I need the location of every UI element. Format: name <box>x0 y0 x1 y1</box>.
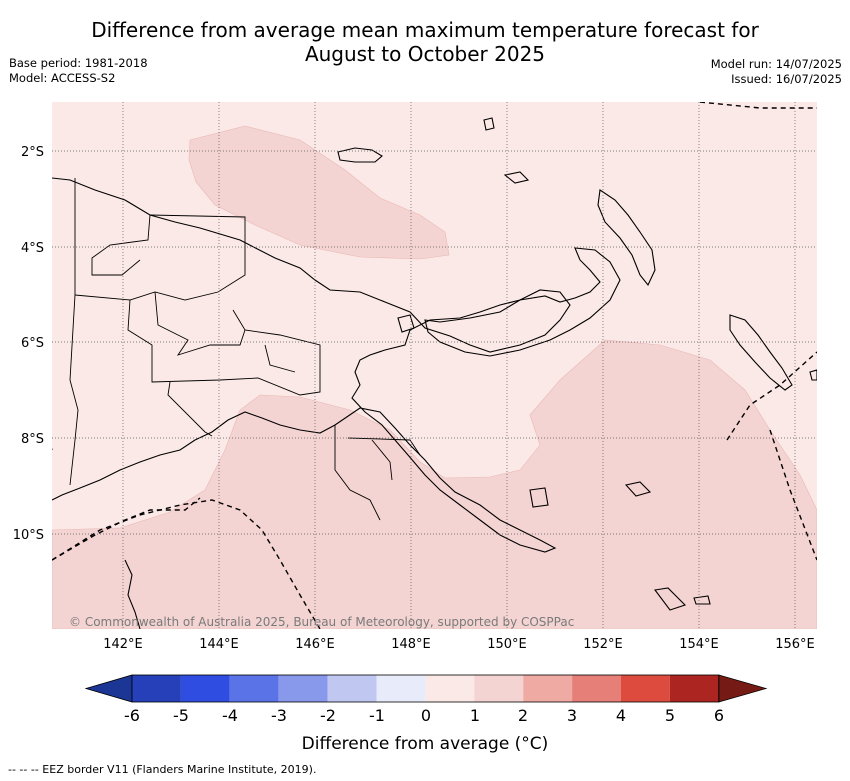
colorbar <box>84 674 768 703</box>
colorbar-frame <box>131 674 720 703</box>
chart-title: Difference from average mean maximum tem… <box>0 18 850 66</box>
colorbar-arrow-high <box>718 674 768 703</box>
shade-region-north <box>188 125 450 260</box>
colorbar-segment <box>572 675 621 702</box>
lat-label-4s: 4°S <box>21 241 44 256</box>
border-7 <box>347 437 421 456</box>
colorbar-segment <box>474 675 524 702</box>
colorbar-segment <box>523 675 573 702</box>
border-6 <box>371 439 393 481</box>
bougainville-coast <box>729 314 793 391</box>
eez-border-east-2 <box>769 429 817 561</box>
lat-label-6s: 6°S <box>21 336 44 351</box>
colorbar-label-4: 4 <box>616 706 626 725</box>
island-small-2 <box>397 314 415 333</box>
colorbar-label-6: 6 <box>714 706 724 725</box>
colorbar-arrow-low <box>84 674 133 703</box>
colorbar-label-m4: -4 <box>222 706 238 725</box>
island-small-1 <box>483 117 495 131</box>
lat-label-10s: 10°S <box>13 528 44 543</box>
colorbar-title: Difference from average (°C) <box>302 734 549 754</box>
model-name: Model: ACCESS-S2 <box>9 71 116 85</box>
colorbar-segment <box>132 675 181 702</box>
title-line-1: Difference from average mean maximum tem… <box>91 18 759 42</box>
colorbar-segment <box>425 675 475 702</box>
colorbar-label-m6: -6 <box>124 706 140 725</box>
border-1 <box>74 214 246 301</box>
colorbar-labels: -6 -5 -4 -3 -2 -1 0 1 2 3 4 5 6 <box>124 706 724 725</box>
eez-borders <box>52 102 817 629</box>
base-period: Base period: 1981-2018 <box>9 56 148 70</box>
eez-border-southwest <box>52 497 201 561</box>
colorbar-label-m5: -5 <box>173 706 189 725</box>
province-borders <box>69 178 421 521</box>
lat-label-8s: 8°S <box>21 432 44 447</box>
border-3 <box>154 291 246 356</box>
lon-label-146e: 146°E <box>295 637 335 652</box>
copyright-text: © Commonwealth of Australia 2025, Bureau… <box>69 615 574 629</box>
issued-date: Issued: 16/07/2025 <box>731 72 842 86</box>
border-8 <box>264 344 296 373</box>
colorbar-segment <box>376 675 426 702</box>
colorbar-segment <box>621 675 670 702</box>
colorbar-label-m2: -2 <box>320 706 336 725</box>
island-small-6 <box>693 595 711 605</box>
new-ireland-coast <box>597 189 656 287</box>
lat-label-2s: 2°S <box>21 145 44 160</box>
meta-left: Base period: 1981-2018 Model: ACCESS-S2 <box>9 56 148 86</box>
lon-label-154e: 154°E <box>679 637 719 652</box>
island-small-7 <box>809 369 817 381</box>
colorbar-segment <box>180 675 230 702</box>
footnote: -- -- -- EEZ border V11 (Flanders Marine… <box>8 763 317 776</box>
colorbar-label-1: 1 <box>470 706 480 725</box>
border-png-indonesia <box>69 178 79 486</box>
colorbar-segment <box>278 675 328 702</box>
island-small-4 <box>624 481 652 497</box>
border-2 <box>127 299 321 396</box>
island-small-5 <box>654 587 687 611</box>
map-content: © Commonwealth of Australia 2025, Bureau… <box>52 102 817 629</box>
manus-island <box>337 147 383 163</box>
colorbar-segment <box>327 675 377 702</box>
lon-label-150e: 150°E <box>487 637 527 652</box>
lon-label-148e: 148°E <box>391 637 431 652</box>
lon-label-142e: 142°E <box>103 637 143 652</box>
new-guinea-coast <box>52 177 571 553</box>
eez-border-left-top <box>52 447 53 450</box>
island-small-3 <box>503 171 530 184</box>
colorbar-segment <box>229 675 279 702</box>
colorbar-label-3: 3 <box>567 706 577 725</box>
colorbar-segment <box>669 675 719 702</box>
colorbar-label-m3: -3 <box>271 706 287 725</box>
colorbar-label-2: 2 <box>518 706 528 725</box>
meta-right: Model run: 14/07/2025 Issued: 16/07/2025 <box>711 57 842 87</box>
border-4 <box>167 381 213 437</box>
island-small-8 <box>529 487 549 508</box>
lon-label-152e: 152°E <box>583 637 623 652</box>
colorbar-label-m1: -1 <box>369 706 385 725</box>
title-line-2: August to October 2025 <box>304 42 546 66</box>
new-britain-coast <box>424 247 621 357</box>
australia-coast <box>124 559 141 629</box>
graticule <box>52 102 817 629</box>
eez-border-north <box>699 102 817 109</box>
lon-label-156e: 156°E <box>775 637 815 652</box>
lon-label-144e: 144°E <box>199 637 239 652</box>
model-run: Model run: 14/07/2025 <box>710 57 842 71</box>
coastlines <box>52 117 817 629</box>
colorbar-label-0: 0 <box>421 706 431 725</box>
colorbar-label-5: 5 <box>665 706 675 725</box>
eez-border-east <box>726 351 817 441</box>
border-5 <box>334 425 381 521</box>
